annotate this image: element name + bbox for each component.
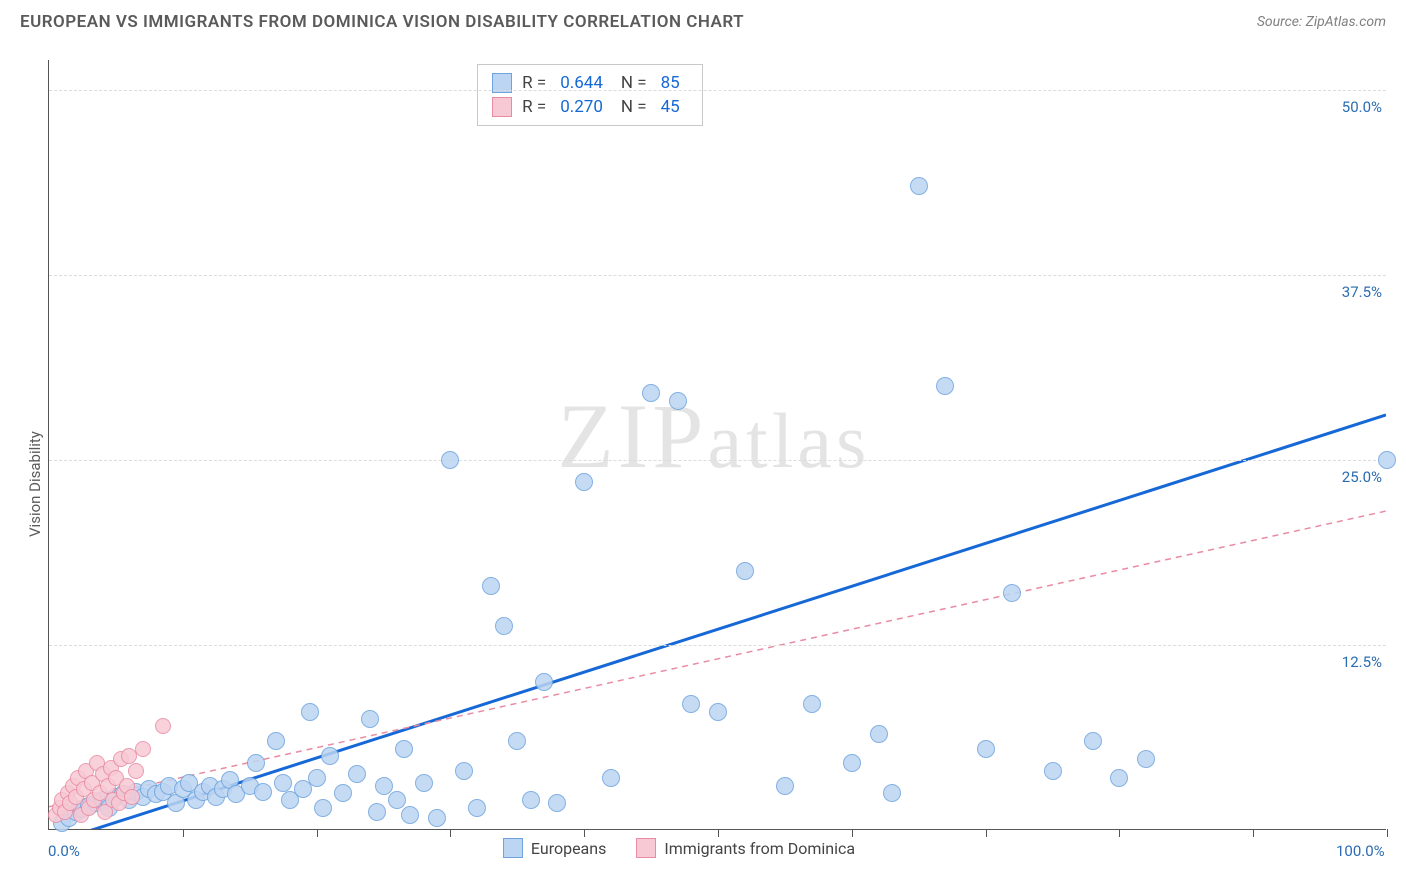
data-point (736, 562, 754, 580)
legend-label: Immigrants from Dominica (664, 839, 855, 858)
data-point (1110, 769, 1128, 787)
chart-title: EUROPEAN VS IMMIGRANTS FROM DOMINICA VIS… (20, 12, 744, 32)
data-point (247, 754, 265, 772)
data-point (1378, 451, 1396, 469)
data-point (128, 763, 144, 779)
data-point (301, 703, 319, 721)
data-point (267, 732, 285, 750)
data-point (124, 789, 140, 805)
y-tick-label: 50.0% (1327, 98, 1382, 116)
data-point (361, 710, 379, 728)
data-point (368, 803, 386, 821)
data-point (348, 765, 366, 783)
data-point (682, 695, 700, 713)
data-point (776, 777, 794, 795)
stat-r-label: R = (522, 97, 546, 117)
data-point (535, 673, 553, 691)
series-legend: Europeans Immigrants from Dominica (503, 838, 855, 858)
data-point (843, 754, 861, 772)
stat-n-value: 45 (661, 97, 680, 117)
x-tick (183, 829, 184, 837)
x-tick (718, 829, 719, 837)
x-tick (584, 829, 585, 837)
stat-r-value: 0.270 (560, 97, 603, 117)
data-point (1084, 732, 1102, 750)
data-point (334, 784, 352, 802)
data-point (709, 703, 727, 721)
data-point (1137, 750, 1155, 768)
legend-swatch (503, 838, 523, 858)
stats-row: R =0.644N =85 (492, 71, 688, 95)
x-tick-label: 0.0% (48, 842, 80, 860)
data-point (401, 806, 419, 824)
data-point (135, 741, 151, 757)
y-tick-label: 37.5% (1327, 283, 1382, 301)
data-point (375, 777, 393, 795)
watermark: ZIPatlas (557, 383, 870, 489)
data-point (548, 794, 566, 812)
data-point (441, 451, 459, 469)
legend-label: Europeans (531, 839, 606, 858)
data-point (1044, 762, 1062, 780)
stat-n-label: N = (621, 97, 647, 117)
x-tick (1253, 829, 1254, 837)
data-point (395, 740, 413, 758)
legend-swatch (492, 97, 512, 117)
x-tick (1119, 829, 1120, 837)
x-tick (317, 829, 318, 837)
data-point (155, 718, 171, 734)
data-point (575, 473, 593, 491)
data-point (936, 377, 954, 395)
stats-row: R = 0.270 N = 45 (492, 95, 688, 119)
data-point (482, 577, 500, 595)
legend-item: Europeans (503, 838, 606, 858)
data-point (642, 384, 660, 402)
data-point (803, 695, 821, 713)
y-tick-label: 12.5% (1327, 653, 1382, 671)
data-point (977, 740, 995, 758)
chart-header: EUROPEAN VS IMMIGRANTS FROM DOMINICA VIS… (0, 0, 1406, 40)
chart-source: Source: ZipAtlas.com (1257, 14, 1386, 30)
data-point (883, 784, 901, 802)
data-point (495, 617, 513, 635)
legend-swatch (636, 838, 656, 858)
data-point (910, 177, 928, 195)
x-tick (986, 829, 987, 837)
plot-area: ZIPatlas R =0.644N =85R = 0.270 N = 45 12.5… (48, 60, 1386, 830)
gridline-h (49, 645, 1386, 646)
data-point (455, 762, 473, 780)
data-point (602, 769, 620, 787)
stats-legend-box: R =0.644N =85R = 0.270 N = 45 (477, 64, 703, 126)
data-point (508, 732, 526, 750)
x-tick (450, 829, 451, 837)
x-tick (852, 829, 853, 837)
data-point (308, 769, 326, 787)
gridline-h (49, 460, 1386, 461)
x-tick (1387, 829, 1388, 837)
y-tick-label: 25.0% (1327, 468, 1382, 486)
data-point (669, 392, 687, 410)
data-point (314, 799, 332, 817)
data-point (468, 799, 486, 817)
data-point (428, 809, 446, 827)
data-point (522, 791, 540, 809)
legend-item: Immigrants from Dominica (636, 838, 855, 858)
data-point (321, 747, 339, 765)
data-point (274, 774, 292, 792)
gridline-h (49, 90, 1386, 91)
gridline-h (49, 275, 1386, 276)
data-point (388, 791, 406, 809)
data-point (1003, 584, 1021, 602)
data-point (254, 783, 272, 801)
y-axis-title: Vision Disability (26, 431, 44, 537)
data-point (415, 774, 433, 792)
data-point (870, 725, 888, 743)
x-tick-label: 100.0% (1336, 842, 1385, 860)
